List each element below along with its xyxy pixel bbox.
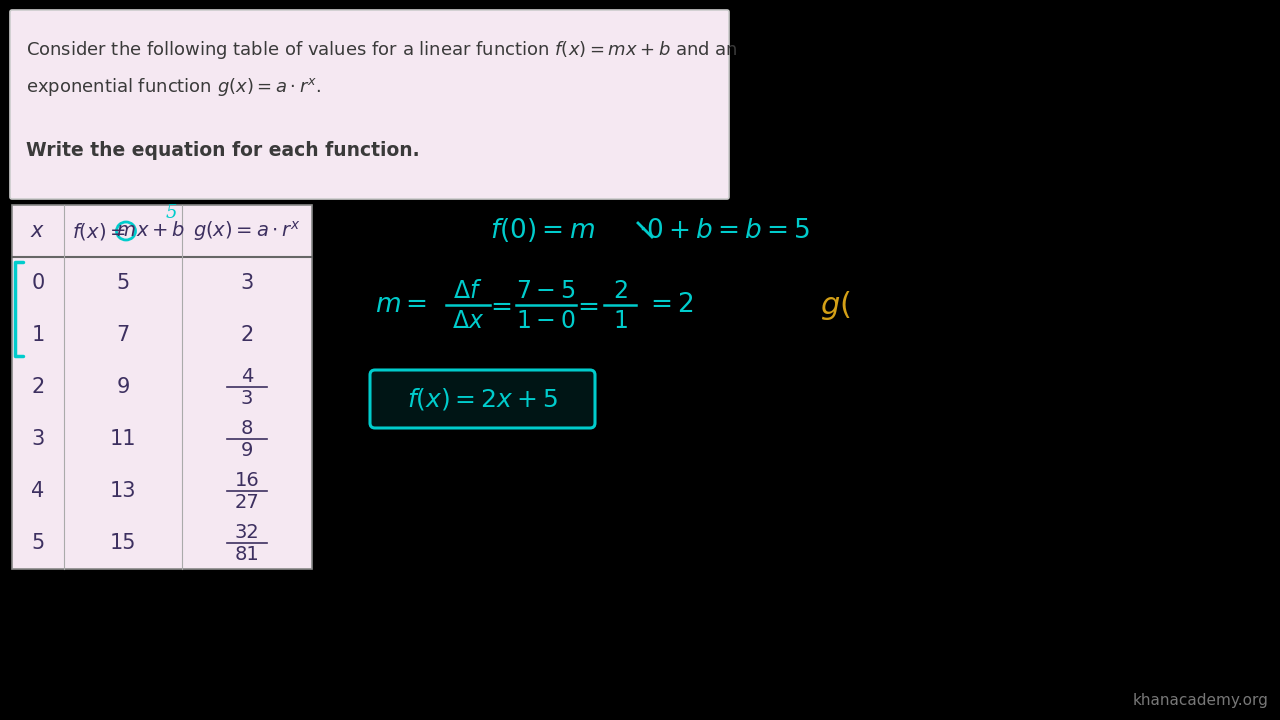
Text: $m$: $m$ [116,222,136,240]
Text: $x$: $x$ [31,221,46,241]
Text: 5: 5 [32,533,45,553]
Text: $=$: $=$ [572,292,598,318]
Text: 2: 2 [32,377,45,397]
Text: 16: 16 [234,472,260,490]
Text: 8: 8 [241,420,253,438]
Text: 7: 7 [116,325,129,345]
Text: 4: 4 [241,367,253,387]
Text: 1: 1 [32,325,45,345]
Text: $g(x) = a \cdot r^x$: $g(x) = a \cdot r^x$ [193,219,301,243]
Text: $f(0) = m$: $f(0) = m$ [490,216,595,244]
Text: 15: 15 [110,533,136,553]
Text: 5: 5 [165,204,177,222]
Text: 2: 2 [241,325,253,345]
Text: $=$: $=$ [485,292,511,318]
Text: $g($: $g($ [820,289,851,322]
FancyBboxPatch shape [370,370,595,428]
Text: 13: 13 [110,481,136,501]
Text: $m =$: $m =$ [375,292,428,318]
Text: $\Delta f$: $\Delta f$ [453,279,483,302]
Text: Consider the following table of values for a linear function $f(x) = mx + b$ and: Consider the following table of values f… [26,39,737,61]
Text: Write the equation for each function.: Write the equation for each function. [26,140,420,160]
Text: 9: 9 [241,441,253,461]
Text: 32: 32 [234,523,260,542]
Text: 11: 11 [110,429,136,449]
Text: 0: 0 [32,273,45,293]
Text: 5: 5 [116,273,129,293]
Text: khanacademy.org: khanacademy.org [1132,693,1268,708]
Text: 27: 27 [234,493,260,513]
Text: 3: 3 [32,429,45,449]
Text: $7 - 5$: $7 - 5$ [516,279,576,302]
Text: $= 2$: $= 2$ [645,292,694,318]
Text: exponential function $g(x) = a \cdot r^x$.: exponential function $g(x) = a \cdot r^x… [26,76,321,98]
Text: $\cdot 0 + b = b = 5$: $\cdot 0 + b = b = 5$ [637,217,810,243]
FancyBboxPatch shape [10,10,730,199]
Bar [12,205,312,569]
Text: $2$: $2$ [613,279,627,302]
Text: 81: 81 [234,546,260,564]
Text: $1 - 0$: $1 - 0$ [516,310,576,333]
Text: $x + b$: $x + b$ [136,222,186,240]
Text: 3: 3 [241,273,253,293]
Text: 3: 3 [241,390,253,408]
Text: 4: 4 [32,481,45,501]
Text: $f(x) =$: $f(x) =$ [72,220,125,241]
Text: 9: 9 [116,377,129,397]
Text: $f(x) = 2x + 5$: $f(x) = 2x + 5$ [407,386,558,412]
Text: $1$: $1$ [613,310,627,333]
Text: $\Delta x$: $\Delta x$ [452,310,484,333]
